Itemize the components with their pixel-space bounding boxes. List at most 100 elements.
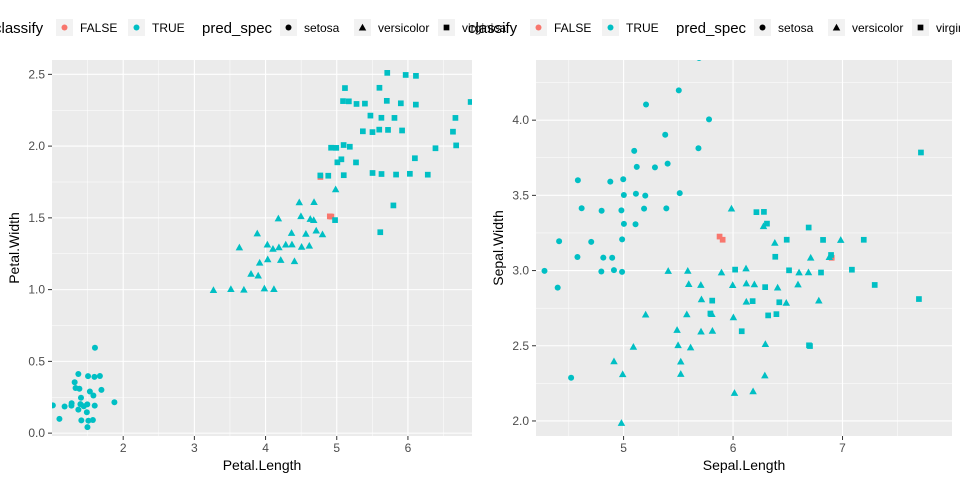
data-point (402, 72, 409, 78)
data-point (362, 100, 368, 107)
data-point (281, 240, 290, 248)
legend-key-point (607, 24, 614, 31)
data-point (742, 264, 750, 272)
legend-title-pred-spec: pred_spec (676, 20, 747, 37)
legend-key-shape (832, 23, 841, 31)
data-point (369, 129, 376, 135)
data-point (318, 230, 327, 238)
data-point (761, 371, 769, 379)
data-point (333, 145, 340, 151)
data-point (263, 255, 272, 263)
data-point (676, 190, 683, 197)
data-point (759, 222, 768, 230)
data-point (749, 298, 756, 304)
data-point (377, 229, 384, 236)
data-point (253, 229, 262, 237)
data-point (353, 159, 359, 166)
data-point (600, 254, 607, 261)
data-point (697, 327, 705, 335)
y-tick-label: 2.5 (512, 339, 529, 353)
x-tick-label: 7 (839, 441, 846, 455)
y-tick-label: 2.0 (512, 414, 529, 428)
data-point (697, 281, 705, 288)
data-point (369, 170, 376, 176)
data-point (674, 341, 682, 349)
data-point (620, 192, 627, 199)
data-point (75, 371, 82, 378)
data-point (684, 280, 693, 287)
legend-key-point (133, 24, 140, 31)
data-point (629, 343, 638, 350)
data-point (554, 284, 561, 291)
x-tick-label: 6 (405, 441, 412, 455)
data-point (399, 127, 405, 134)
data-point (85, 373, 92, 380)
legend-label: virginica (936, 21, 960, 35)
data-point (376, 126, 383, 133)
data-point (270, 285, 278, 292)
data-point (598, 268, 605, 275)
data-point (227, 285, 235, 292)
data-point (643, 101, 650, 108)
x-axis-title: Petal.Length (223, 457, 302, 473)
data-point (331, 185, 340, 193)
data-point (771, 238, 779, 246)
y-tick-label: 2.0 (28, 139, 45, 153)
data-point (541, 267, 548, 274)
legend-title-classify: classify (0, 20, 44, 37)
data-point (556, 238, 563, 245)
legend-label: virginica (462, 21, 506, 35)
data-point (828, 252, 834, 258)
data-point (453, 142, 460, 149)
data-point (807, 343, 813, 349)
x-tick-label: 6 (730, 441, 737, 455)
data-point (642, 192, 649, 199)
data-point (72, 384, 79, 391)
x-tick-label: 2 (120, 441, 127, 455)
data-point (432, 145, 439, 152)
data-point (295, 198, 304, 206)
y-tick-label: 3.0 (512, 264, 529, 278)
data-point (325, 172, 332, 179)
data-point (677, 370, 685, 377)
legend-key-point (535, 24, 542, 31)
panel-1: 2 3 4 5 6 0.0 0.5 1.0 1.5 2.0 2.5 Petal.Length Petal… (0, 19, 506, 473)
data-point (332, 217, 338, 223)
data-point (263, 240, 272, 248)
data-point (620, 176, 627, 183)
data-point (52, 402, 56, 409)
y-tick-label: 0.5 (28, 354, 45, 368)
data-point (732, 266, 738, 273)
data-point (815, 296, 823, 304)
data-point (804, 268, 813, 276)
x-tick-label: 3 (191, 441, 198, 455)
data-point (312, 226, 320, 234)
data-point (209, 286, 218, 294)
data-point (818, 269, 824, 276)
data-point (342, 85, 348, 91)
data-point (738, 328, 745, 335)
data-point (467, 99, 472, 105)
data-point (452, 115, 459, 121)
legend-label: TRUE (626, 21, 659, 35)
data-point (633, 163, 640, 170)
data-point (709, 297, 716, 304)
data-point (619, 268, 626, 275)
data-point (695, 145, 702, 152)
data-point (353, 101, 360, 107)
y-axis-title: Sepal.Width (490, 210, 506, 285)
data-point (340, 142, 347, 148)
data-point (574, 177, 581, 184)
y-tick-label: 1.5 (28, 211, 45, 225)
data-point (820, 237, 826, 243)
data-point (96, 372, 103, 379)
data-point (340, 172, 347, 179)
data-point (619, 236, 626, 243)
legend-key-shape (443, 24, 450, 31)
data-point (328, 213, 335, 220)
data-point (276, 256, 285, 263)
data-point (706, 116, 713, 123)
data-point (786, 267, 792, 274)
data-point (384, 70, 391, 76)
data-point (761, 340, 770, 348)
